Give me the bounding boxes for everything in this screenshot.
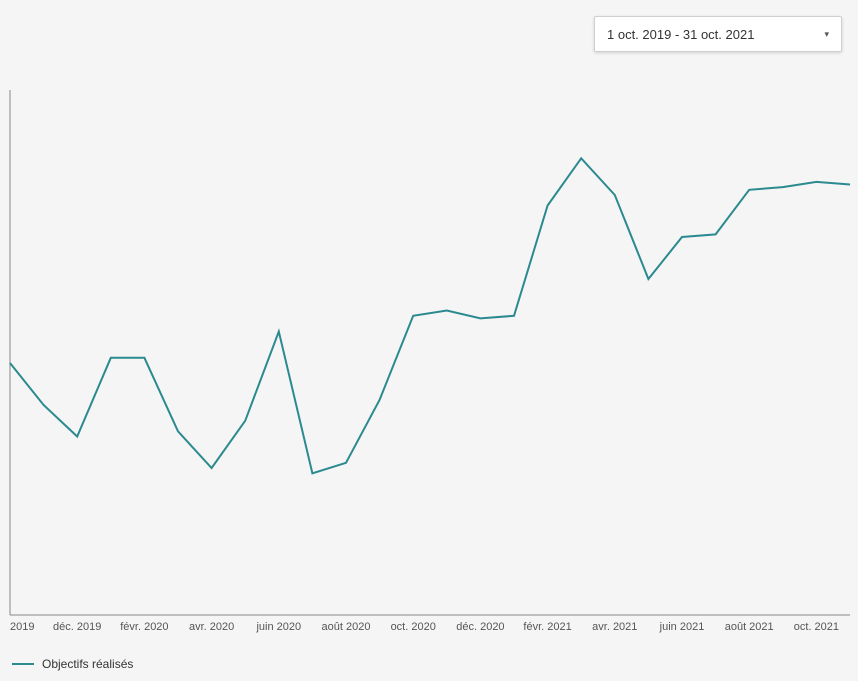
line-chart: 2019déc. 2019févr. 2020avr. 2020juin 202… — [0, 90, 858, 629]
x-axis-label: févr. 2020 — [120, 621, 168, 633]
x-axis-label: juin 2021 — [659, 621, 705, 633]
legend-swatch — [12, 663, 34, 665]
x-axis-label: oct. 2020 — [391, 621, 436, 633]
legend-label: Objectifs réalisés — [42, 657, 133, 671]
x-axis-label: avr. 2021 — [592, 621, 637, 633]
chart-legend: Objectifs réalisés — [12, 657, 133, 671]
x-axis-label: juin 2020 — [255, 621, 301, 633]
x-axis-label: avr. 2020 — [189, 621, 234, 633]
x-axis-label: oct. 2021 — [794, 621, 839, 633]
x-axis-label: août 2020 — [322, 621, 371, 633]
series-line-objectifs — [10, 158, 850, 473]
x-axis-label: déc. 2020 — [456, 621, 504, 633]
date-range-label: 1 oct. 2019 - 31 oct. 2021 — [607, 27, 754, 42]
x-axis-label: févr. 2021 — [523, 621, 571, 633]
x-axis-label: déc. 2019 — [53, 621, 101, 633]
x-axis-label: 2019 — [10, 621, 34, 633]
date-range-picker[interactable]: 1 oct. 2019 - 31 oct. 2021 ▾ — [594, 16, 842, 52]
chevron-down-icon: ▾ — [824, 29, 829, 40]
x-axis-label: août 2021 — [725, 621, 774, 633]
